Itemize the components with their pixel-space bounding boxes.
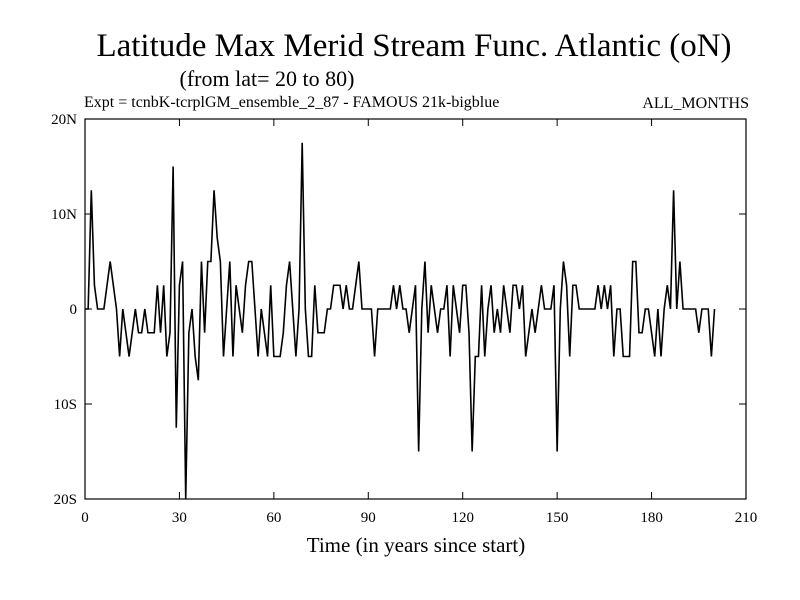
series-line [85, 142, 716, 500]
x-tick-label: 150 [546, 510, 569, 526]
y-tick-label: 10N [51, 207, 77, 223]
x-tick-label: 180 [640, 510, 663, 526]
y-axis: 20S 10S 0 10N 20N [51, 112, 746, 508]
months-label: ALL_MONTHS [642, 95, 749, 112]
y-tick-label: 20S [54, 492, 77, 508]
x-tick-label: 30 [172, 510, 187, 526]
x-tick-label: 120 [451, 510, 474, 526]
x-axis-label: Time (in years since start) [307, 533, 526, 557]
y-tick-label: 0 [70, 302, 78, 318]
x-axis: 0 30 60 90 120 150 180 210 [81, 119, 757, 526]
y-tick-label: 20N [51, 112, 77, 128]
experiment-label: Expt = tcnbK-tcrplGM_ensemble_2_87 - FAM… [84, 94, 499, 111]
x-tick-label: 60 [266, 510, 281, 526]
x-tick-label: 210 [735, 510, 758, 526]
chart-title: Latitude Max Merid Stream Func. Atlantic… [96, 28, 731, 64]
x-tick-label: 90 [361, 510, 376, 526]
y-tick-label: 10S [54, 397, 77, 413]
x-tick-label: 0 [81, 510, 89, 526]
chart-subtitle: (from lat= 20 to 80) [180, 66, 355, 91]
